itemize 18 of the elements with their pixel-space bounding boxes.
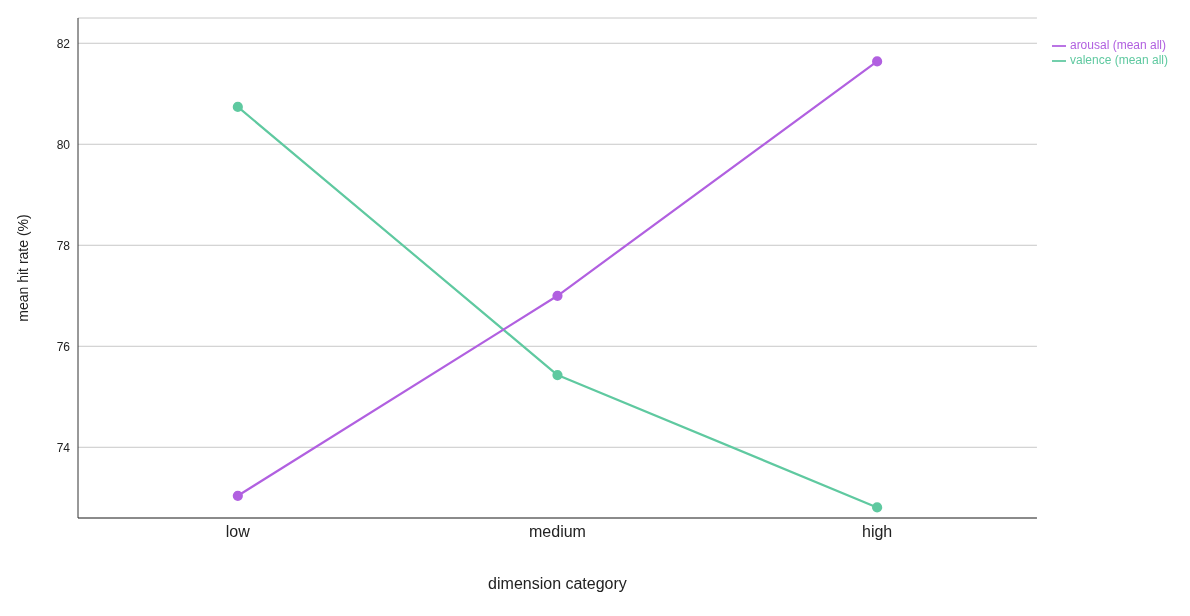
x-tick-label: high — [862, 523, 893, 541]
legend-label: arousal (mean all) — [1069, 38, 1166, 52]
point — [552, 369, 563, 381]
x-tick-label: low — [225, 523, 251, 541]
legend-label: valence (mean all) — [1069, 52, 1168, 67]
point — [872, 502, 883, 513]
y-tick-label: 74 — [56, 440, 71, 455]
point — [872, 56, 883, 67]
x-axis-title: dimension category — [488, 575, 627, 593]
y-tick-label: 78 — [56, 238, 71, 253]
x-tick-label: medium — [529, 523, 586, 541]
y-axis-title: mean hit rate (%) — [14, 214, 31, 322]
point — [232, 490, 243, 501]
y-tick-label: 80 — [56, 137, 71, 152]
point — [552, 290, 563, 301]
y-tick-label: 82 — [56, 36, 71, 51]
point — [232, 101, 243, 112]
y-tick-label: 76 — [56, 339, 71, 354]
